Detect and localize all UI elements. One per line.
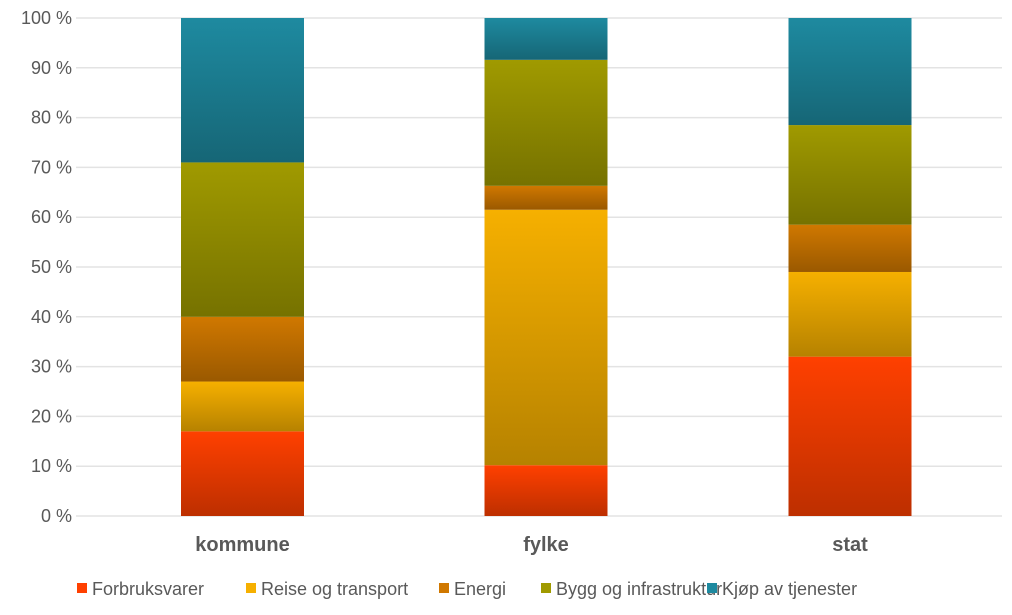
x-category-label: kommune	[195, 534, 289, 556]
bar-segment-stat-2	[788, 224, 912, 272]
y-tick-label: 100 %	[21, 8, 72, 28]
bar-segment-stat-4	[788, 18, 912, 126]
legend-label: Reise og transport	[261, 579, 408, 599]
y-tick-label: 20 %	[31, 406, 72, 426]
y-tick-label: 50 %	[31, 257, 72, 277]
y-tick-label: 70 %	[31, 157, 72, 177]
bar-segment-kommune-2	[181, 316, 304, 382]
legend-item: Forbruksvarer	[77, 579, 204, 599]
y-tick-label: 80 %	[31, 108, 72, 128]
y-axis-ticks: 0 % 10 % 20 % 30 % 40 % 50 % 60 % 70 % 80 % 90 % 1…	[21, 8, 72, 526]
x-axis-labels: kommune fylke stat	[195, 534, 868, 556]
bar-segment-stat-0	[788, 356, 912, 516]
legend-item: Energi	[439, 579, 506, 599]
y-tick-label: 30 %	[31, 357, 72, 377]
bars	[181, 18, 912, 516]
y-tick-label: 90 %	[31, 58, 72, 78]
bar-segment-fylke-1	[484, 209, 608, 466]
y-tick-label: 40 %	[31, 307, 72, 327]
bar-segment-kommune-1	[181, 381, 304, 432]
legend: Forbruksvarer Reise og transport Energi Byg…	[77, 579, 857, 599]
bar-segment-fylke-3	[484, 59, 608, 186]
bar-segment-fylke-0	[484, 465, 608, 516]
legend-item: Kjøp av tjenester	[707, 579, 857, 599]
legend-swatch	[77, 583, 87, 593]
legend-label: Bygg og infrastruktur	[556, 579, 722, 599]
bar-segment-fylke-2	[484, 185, 608, 210]
bar-segment-kommune-4	[181, 18, 304, 163]
legend-item: Reise og transport	[246, 579, 408, 599]
bar-segment-kommune-3	[181, 162, 304, 317]
legend-label: Kjøp av tjenester	[722, 579, 857, 599]
y-tick-label: 10 %	[31, 456, 72, 476]
legend-swatch	[707, 583, 717, 593]
x-category-label: stat	[832, 534, 868, 556]
legend-label: Forbruksvarer	[92, 579, 204, 599]
legend-label: Energi	[454, 579, 506, 599]
legend-swatch	[246, 583, 256, 593]
legend-item: Bygg og infrastruktur	[541, 579, 722, 599]
y-tick-label: 60 %	[31, 207, 72, 227]
bar-segment-stat-1	[788, 271, 912, 357]
bar-segment-kommune-0	[181, 431, 304, 516]
bar-segment-stat-3	[788, 125, 912, 225]
bar-segment-fylke-4	[484, 18, 608, 60]
x-category-label: fylke	[523, 534, 569, 556]
legend-swatch	[439, 583, 449, 593]
legend-swatch	[541, 583, 551, 593]
y-tick-label: 0 %	[41, 506, 72, 526]
